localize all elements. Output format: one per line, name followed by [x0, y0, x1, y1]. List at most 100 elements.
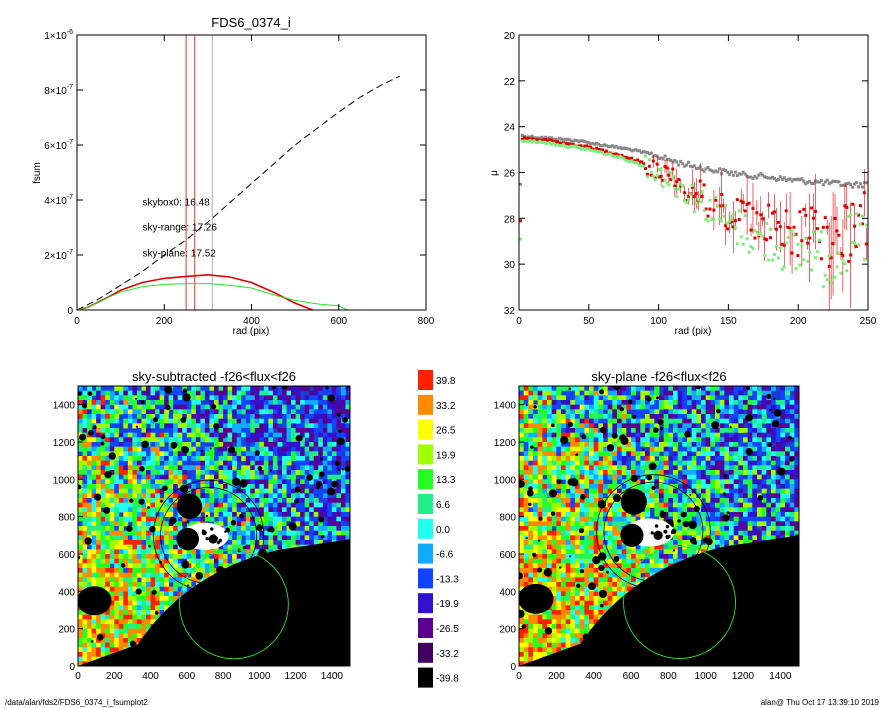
sub-img-pixel: [286, 474, 292, 480]
sub-img-pixel: [218, 423, 224, 429]
sub-img-pixel: [136, 414, 142, 420]
sub-img-pixel: [340, 470, 346, 476]
sub-img-pixel: [204, 395, 210, 401]
sub-img-pixel: [232, 516, 238, 522]
sub-img-pixel: [186, 428, 192, 434]
sub-img-pixel: [263, 526, 269, 532]
sub-img-pixel: [136, 386, 142, 392]
sub-img-pixel: [141, 484, 147, 490]
mu-point-s2-20: [557, 144, 561, 148]
sub-img-pixel: [236, 437, 242, 443]
sub-img-pixel: [254, 498, 260, 504]
sub-img-pixel: [218, 479, 224, 485]
sub-img-pixel: [223, 446, 228, 452]
plane-img-pixel: [565, 521, 571, 527]
sub-img-pixel: [105, 418, 111, 424]
sub-img-pixel: [241, 530, 247, 536]
sub-img-pixel: [227, 502, 233, 508]
plane-img-pixel: [523, 470, 529, 476]
plane-img-pixel: [547, 521, 553, 527]
mu-point-s0-112: [737, 172, 741, 176]
sub-img-pixel: [141, 386, 147, 392]
mu-point-s2-128: [769, 227, 773, 231]
mu-point-s1-53: [622, 155, 626, 159]
plane-img-pixel: [565, 563, 571, 569]
mu-point-s1-109: [731, 225, 735, 229]
sub-img-pixel: [218, 498, 224, 504]
plane-img-pixel: [556, 530, 562, 536]
sub-img-pixel: [132, 600, 138, 606]
sub-img-pixel: [268, 498, 274, 504]
sub-img-pixel: [263, 540, 269, 546]
mu-point-s1-162: [835, 229, 839, 233]
sub-img-pixel: [336, 474, 342, 480]
mu-point-s2-55: [626, 159, 630, 163]
sub-img-pixel: [336, 418, 342, 424]
mu-point-s2-118: [749, 245, 753, 249]
sub-img-mask-region: [78, 539, 350, 666]
sub-img-pixel: [209, 428, 215, 434]
sub-img-pixel: [150, 474, 156, 480]
sub-img-pixel: [114, 418, 120, 424]
sub-img-pixel: [223, 484, 228, 490]
sub-img-pixel: [232, 558, 238, 564]
plane-img-pixel: [551, 628, 557, 634]
sub-img-pixel: [300, 526, 306, 532]
sub-img-pixel: [182, 414, 188, 420]
sub-img-pixel: [214, 479, 219, 485]
sub-img-pixel: [96, 619, 102, 625]
plane-img-pixel: [528, 451, 534, 457]
fsum-ytick-label-3: 6×10-7: [44, 139, 73, 152]
mu-point-s1-169: [849, 253, 853, 257]
sub-img-pixel: [78, 400, 83, 406]
mu-point-s2-94: [702, 208, 706, 212]
sub-img-pixel: [186, 456, 192, 462]
sub-img-pixel: [327, 390, 333, 396]
sub-img-pixel: [182, 460, 188, 466]
mu-point-s1-103: [720, 193, 724, 197]
sub-img-pixel: [146, 400, 151, 406]
sub-img-pixel: [241, 404, 247, 410]
sub-img-pixel: [318, 502, 324, 508]
sub-img-pixel: [345, 535, 350, 541]
mu-point-s2-107: [728, 219, 732, 223]
fsum-annotation-0: skybox0: 16.48: [142, 198, 210, 209]
sub-img-pixel: [277, 535, 283, 541]
sub-img-mask-dot: [331, 480, 339, 488]
sub-img-pixel: [263, 446, 269, 452]
sub-img-pixel: [186, 390, 192, 396]
mu-point-s2-79: [673, 186, 677, 190]
sub-img-pixel: [295, 530, 301, 536]
sub-img-pixel: [227, 404, 233, 410]
sub-img-pixel: [155, 568, 160, 574]
plane-img-pixel: [528, 423, 534, 429]
sub-img-pixel: [241, 540, 247, 546]
sub-img-pixel: [114, 446, 120, 452]
sub-img-pixel: [159, 437, 165, 443]
plane-img-pixel: [533, 456, 539, 462]
sub-img-pixel: [96, 549, 102, 555]
sub-img-pixel: [96, 563, 102, 569]
sub-img-pixel: [327, 465, 333, 471]
plane-img-pixel: [537, 474, 543, 480]
sub-img-pixel: [155, 465, 160, 471]
sub-img-pixel: [223, 460, 228, 466]
sub-img-pixel: [236, 488, 242, 494]
sub-img-pixel: [331, 470, 337, 476]
sub-img-pixel: [218, 442, 224, 448]
sub-img-pixel: [309, 493, 315, 499]
plane-img-pixel: [561, 474, 567, 480]
plane-img-pixel: [565, 400, 571, 406]
sub-img-pixel: [114, 409, 120, 415]
mu-point-s0-94: [702, 169, 706, 173]
sub-img-pixel: [155, 600, 160, 606]
sub-img-pixel: [331, 400, 337, 406]
sub-img-mask-dot: [79, 433, 86, 441]
sub-img-pixel: [191, 572, 197, 578]
sub-img-mask-dot: [186, 520, 190, 524]
sub-img-pixel: [291, 544, 296, 550]
plane-img-pixel: [565, 577, 571, 583]
sub-img-pixel: [304, 423, 310, 429]
sub-img-pixel: [300, 470, 306, 476]
sub-img-pixel: [250, 390, 256, 396]
